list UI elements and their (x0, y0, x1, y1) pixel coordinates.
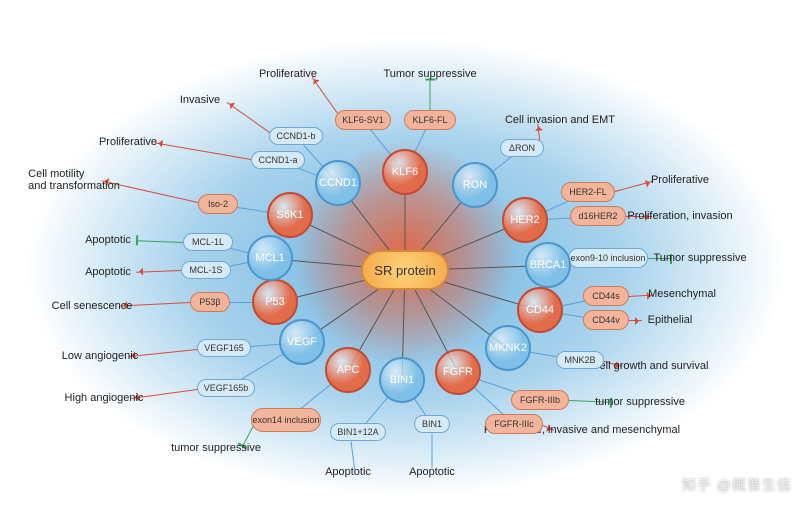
variant-dron: ΔRON (500, 139, 544, 157)
watermark: 知乎 @概普生信 (682, 475, 792, 495)
outcome-o_cellinv: Cell invasion and EMT (505, 114, 615, 126)
outcome-o_senesc: Cell senescence (52, 300, 133, 312)
variant-brca1ex: exon9-10 inclusion (568, 248, 648, 268)
outcome-o_prolif_tl: Proliferative (99, 136, 157, 148)
variant-apcex14: exon14 inclusion (251, 408, 321, 432)
outcome-o_growth: Cell growth and survival (592, 360, 709, 372)
outcome-o_invasive: Invasive (180, 94, 220, 106)
target-cd44: CD44 (517, 287, 563, 333)
target-apc: APC (325, 347, 371, 393)
variant-d16her2: d16HER2 (570, 206, 626, 226)
outcome-o_apop3: Apoptotic (325, 466, 371, 478)
target-fgfr: FGFR (435, 349, 481, 395)
variant-iso2: Iso-2 (198, 194, 238, 214)
outcome-o_tumorsupp_fr: tumor suppressive (595, 396, 685, 408)
outcome-o_highang: High angiogenic (65, 392, 144, 404)
arrow-cd44v (629, 320, 642, 321)
variant-p53b: P53β (190, 292, 230, 312)
target-ccnd1: CCND1 (315, 160, 361, 206)
variant-bin12a: BIN1+12A (330, 423, 386, 441)
target-mknk2: MKNK2 (485, 325, 531, 371)
arrow-klf6fl (430, 79, 431, 111)
outcome-o_prolifinv: Proliferation, invasion (627, 210, 732, 222)
target-bin1: BIN1 (379, 357, 425, 403)
target-brca1: BRCA1 (525, 242, 571, 288)
variant-klf6fl: KLF6-FL (404, 110, 456, 130)
outcome-o_tumorsupp_top: Tumor suppressive (383, 68, 476, 80)
variant-mnk2b: MNK2B (556, 351, 604, 369)
variant-vegf165: VEGF165 (197, 339, 251, 357)
target-klf6: KLF6 (382, 149, 428, 195)
target-ron: RON (452, 162, 498, 208)
variant-cd44v: CD44v (583, 310, 629, 330)
variant-her2fl: HER2-FL (561, 182, 615, 202)
outcome-o_tumorsupp_r: Tumor suppressive (653, 252, 746, 264)
outcome-o_tumorsupp_bl: tumor suppressive (171, 442, 261, 454)
outcome-o_prolif_top: Proliferative (259, 68, 317, 80)
target-p53: P53 (252, 279, 298, 325)
variant-fgfr3b: FGFR-IIIb (511, 390, 569, 410)
target-mcl1: MCL1 (247, 235, 293, 281)
outcome-o_motility: Cell motility and transformation (28, 168, 120, 192)
variant-klf6sv1: KLF6-SV1 (335, 110, 391, 130)
variant-cd44s: CD44s (583, 286, 629, 306)
variant-mcl1s: MCL-1S (181, 261, 231, 279)
sr-protein-diagram: 知乎 @概普生信 SR proteinKLF6RONHER2BRCA1CD44M… (0, 0, 810, 505)
outcome-o_lowang: Low angiogenic (62, 350, 138, 362)
center-node: SR protein (361, 250, 449, 290)
outcome-o_apop4: Apoptotic (409, 466, 455, 478)
outcome-o_apop1: Apoptotic (85, 234, 131, 246)
outcome-o_prolif_r: Proliferative (651, 174, 709, 186)
variant-fgfr3c: FGFR-IIIc (485, 414, 543, 434)
variant-mcl1l: MCL-1L (183, 233, 233, 251)
target-vegf: VEGF (279, 319, 325, 365)
variant-bin1v: BIN1 (414, 415, 450, 433)
arrow-bin1v (432, 434, 433, 469)
variant-ccnd1b: CCND1-b (269, 127, 323, 145)
target-her2: HER2 (502, 197, 548, 243)
variant-ccnd1a: CCND1-a (251, 151, 305, 169)
outcome-o_epith: Epithelial (648, 314, 693, 326)
variant-vegf165b: VEGF165b (197, 379, 255, 397)
target-s6k1: S6K1 (267, 192, 313, 238)
outcome-o_apop2: Apoptotic (85, 266, 131, 278)
outcome-o_mesen: Mesenchymal (648, 288, 716, 300)
